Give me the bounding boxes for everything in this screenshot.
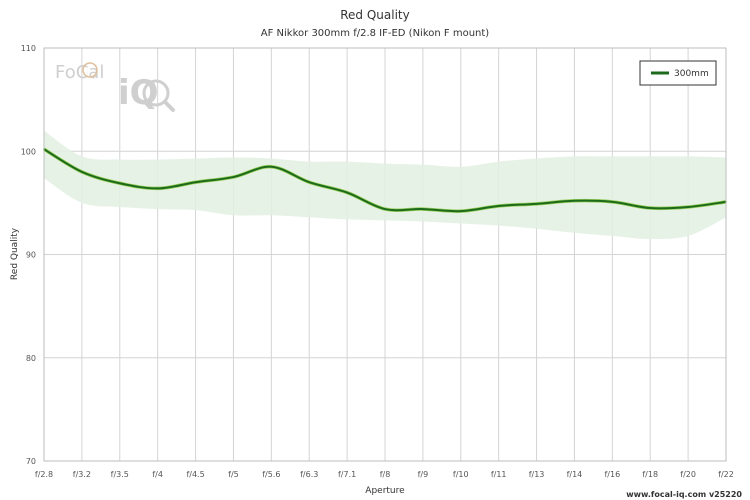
plot-border — [43, 47, 727, 462]
quality-band — [44, 130, 726, 240]
x-tick-label: f/14 — [567, 470, 583, 479]
data-point — [156, 187, 159, 190]
x-tick-labels: f/2.8 f/3.2 f/3.5 f/4 f/4.5 f/5 f/5.6 f/6.3 f/7.… — [35, 470, 734, 479]
logo-lens-circle — [82, 62, 98, 78]
data-point — [535, 203, 538, 205]
y-tick-label: 100 — [21, 147, 36, 156]
x-tick-label: f/8 — [380, 470, 391, 479]
focal-iq-logo: FoCal iQ — [55, 62, 175, 113]
chart-title: Red Quality — [340, 8, 410, 22]
x-tick-label: f/20 — [680, 470, 696, 479]
data-point — [232, 176, 235, 178]
x-tick-label: f/2.8 — [35, 470, 53, 479]
magnifier-handle — [163, 100, 175, 112]
magnifier-icon — [142, 79, 170, 107]
y-tick-label: 110 — [21, 44, 36, 53]
x-tick-label: f/16 — [604, 470, 620, 479]
x-tick-label: f/11 — [491, 470, 507, 479]
data-point — [194, 181, 197, 184]
x-tick-label: f/18 — [642, 470, 658, 479]
data-point — [118, 182, 121, 185]
y-tick-label: 90 — [26, 251, 36, 260]
legend: 300mm — [639, 60, 717, 86]
x-tick-label: f/3.2 — [73, 470, 91, 479]
chart-subtitle: AF Nikkor 300mm f/2.8 IF-ED (Nikon F mou… — [261, 28, 490, 39]
credit-text: www.focal-iq.com v25220 — [626, 490, 742, 499]
data-point — [573, 200, 576, 202]
data-point — [459, 210, 462, 212]
y-tick-labels: 70 80 90 100 110 — [21, 44, 36, 466]
logo-focal-text: FoCal — [55, 62, 104, 83]
data-point — [611, 201, 614, 203]
band-area-0 — [44, 130, 726, 240]
legend-label: 300mm — [674, 69, 709, 79]
x-tick-label: f/9 — [418, 470, 429, 479]
series-lines — [43, 147, 727, 213]
x-axis-label: Aperture — [365, 486, 405, 496]
x-tick-label: f/13 — [529, 470, 545, 479]
x-tick-label: f/5 — [228, 470, 239, 479]
y-tick-label: 80 — [26, 354, 36, 363]
data-point — [81, 171, 83, 173]
data-point — [687, 206, 689, 208]
x-tick-label: f/22 — [718, 470, 734, 479]
x-tick-label: f/10 — [453, 470, 469, 479]
y-axis-label: Red Quality — [10, 227, 20, 280]
data-point — [308, 181, 311, 184]
x-tick-label: f/6.3 — [300, 470, 318, 479]
data-point — [497, 205, 500, 207]
data-point — [649, 207, 652, 209]
grid — [43, 47, 727, 462]
data-point — [270, 165, 273, 168]
y-tick-label: 70 — [26, 457, 36, 466]
logo-iq-text: iQ — [118, 73, 159, 113]
x-tick-label: f/3.5 — [111, 470, 129, 479]
data-point — [422, 208, 424, 210]
x-tick-label: f/5.6 — [262, 470, 280, 479]
x-tick-label: f/7.1 — [338, 470, 356, 479]
data-point — [346, 191, 348, 194]
data-point — [384, 208, 386, 210]
x-tick-label: f/4 — [152, 470, 163, 479]
x-tick-label: f/4.5 — [186, 470, 204, 479]
